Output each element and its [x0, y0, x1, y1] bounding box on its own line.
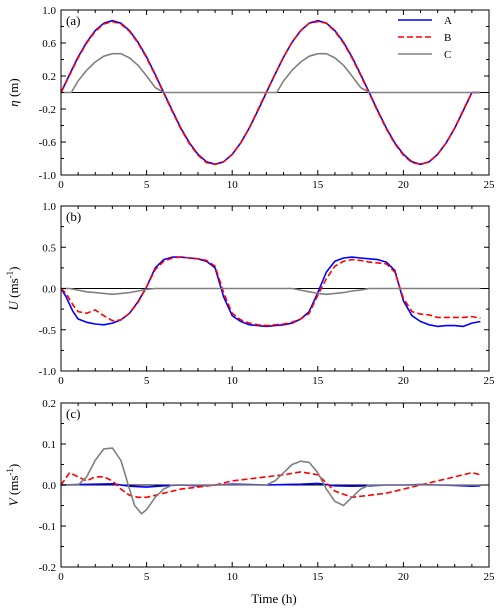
x-tick-label: 15	[312, 571, 324, 583]
legend-label-a: A	[444, 15, 452, 27]
x-tick-label: 10	[227, 571, 239, 583]
y-tick-label: 0.0	[42, 480, 56, 492]
x-tick-label: 25	[484, 375, 496, 387]
y-tick-label: -0.1	[39, 521, 56, 533]
chart-panel-3: 0 5 10 15 20 25 -0.2 -0.1 0.0 0.1 0.2 (c) V (ms-1)	[5, 398, 495, 583]
y-tick-label: 0.5	[42, 242, 56, 254]
y-axis-label: η (m)	[6, 78, 21, 106]
x-tick-label: 20	[398, 375, 410, 387]
series-line-c	[61, 287, 481, 296]
legend-label-c: C	[444, 49, 451, 61]
y-tick-label: 0.0	[42, 284, 56, 296]
x-tick-label: 0	[58, 179, 64, 191]
panel-label: (c)	[66, 406, 80, 421]
series-line-a	[60, 256, 481, 328]
y-tick-label: -0.2	[39, 104, 56, 116]
x-tick-label: 5	[144, 571, 150, 583]
x-tick-label: 25	[484, 571, 496, 583]
y-tick-label: -1.0	[39, 170, 57, 182]
chart-panel-1: 0 5 10 15 20 25 -1.0 -0.6 -0.2 0.2 0.6 1.0 (a) η (m) A…	[6, 5, 495, 191]
x-tick-label: 5	[144, 179, 150, 191]
series-line-b	[60, 256, 481, 327]
x-tick-label: 0	[58, 571, 64, 583]
chart-panel-2: 0 5 10 15 20 25 -1.0 -0.5 0.0 0.5 1.0 (b) U (ms-1)	[5, 201, 495, 387]
y-tick-label: 0.1	[42, 439, 56, 451]
y-tick-label: -0.5	[39, 325, 57, 337]
series-line-c	[61, 447, 481, 515]
y-axis-label: U (ms-1)	[5, 267, 21, 311]
x-tick-label: 25	[484, 179, 496, 191]
y-axis-label: V (ms-1)	[5, 464, 21, 507]
x-tick-label: 15	[312, 375, 324, 387]
x-tick-label: 10	[227, 179, 239, 191]
legend-label-b: B	[444, 32, 451, 44]
x-tick-label: 20	[398, 179, 410, 191]
y-tick-label: 1.0	[42, 201, 56, 213]
x-tick-label: 5	[144, 375, 150, 387]
y-tick-label: -0.2	[39, 562, 56, 574]
y-tick-label: 0.2	[42, 71, 56, 83]
y-tick-label: 1.0	[42, 5, 56, 17]
x-tick-label: 10	[227, 375, 239, 387]
legend: ABC	[398, 15, 452, 61]
panel-label: (a)	[66, 13, 80, 28]
panel-label: (b)	[66, 209, 81, 224]
x-tick-label: 0	[58, 375, 64, 387]
series-line-b	[60, 471, 481, 499]
series-line-b	[60, 20, 481, 166]
x-tick-label: 15	[312, 179, 324, 191]
x-axis-label: Time (h)	[251, 591, 296, 606]
y-tick-label: -0.6	[39, 137, 57, 149]
series-line-c	[61, 52, 481, 94]
x-tick-label: 20	[398, 571, 410, 583]
y-tick-label: 0.2	[42, 398, 56, 410]
y-tick-label: -1.0	[39, 366, 57, 378]
y-tick-label: 0.6	[42, 38, 56, 50]
